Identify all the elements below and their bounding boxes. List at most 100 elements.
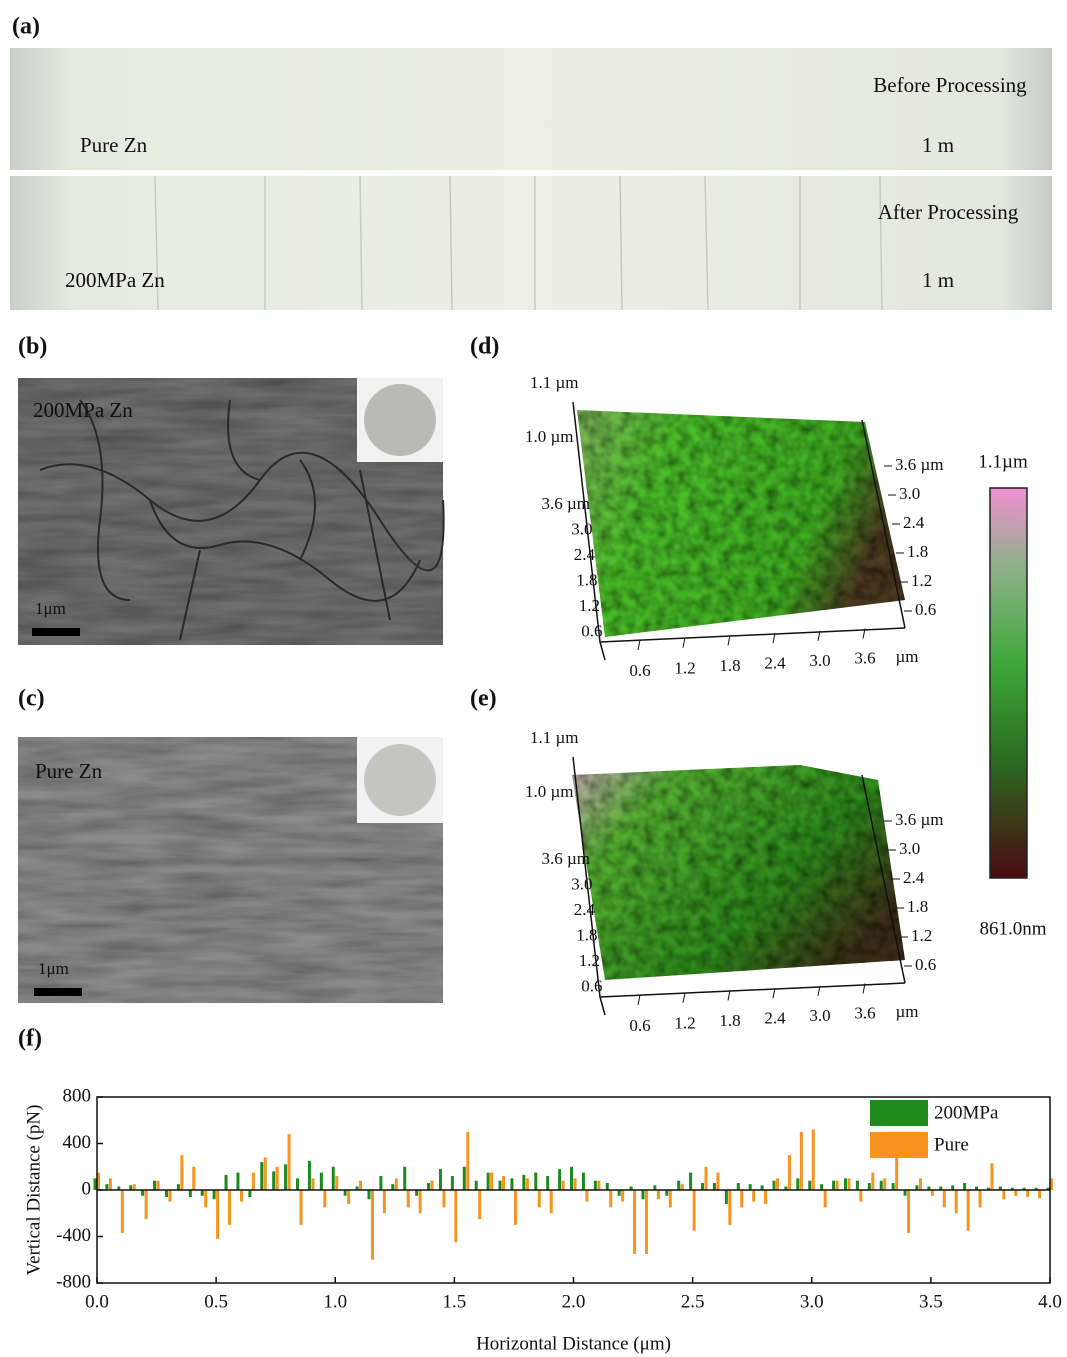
afm-tick [638, 640, 640, 650]
scale-label: 1μm [35, 599, 66, 618]
foil-photo [10, 48, 1052, 170]
afm-tick-label: 3.0 [899, 484, 920, 503]
bar [847, 1178, 850, 1190]
afm-tick-label: 2.4 [903, 513, 925, 532]
bar [1014, 1190, 1017, 1196]
afm-tick-label: 3.6 µm [541, 494, 590, 513]
bar [907, 1190, 910, 1233]
panel-label: (d) [470, 334, 499, 360]
afm-tick-label: 3.6 [854, 1003, 875, 1022]
photo-scale: 1 m [922, 133, 954, 157]
afm-tick [683, 993, 685, 1003]
foil-photo [10, 176, 1052, 310]
bar [216, 1190, 219, 1239]
bar [383, 1190, 386, 1213]
bar [105, 1184, 108, 1190]
inset-disc [364, 384, 436, 456]
bar [883, 1178, 886, 1190]
panel-label: (b) [18, 334, 47, 360]
x-tick-label: 0.0 [85, 1291, 109, 1312]
afm-tick-label: 2.4 [574, 545, 596, 564]
afm-tick-label: 0.6 [629, 1016, 650, 1035]
bar [764, 1190, 767, 1204]
afm-tick [683, 638, 685, 648]
bar [582, 1173, 585, 1190]
bar [716, 1173, 719, 1190]
bar [427, 1183, 430, 1190]
bar [597, 1181, 600, 1190]
bar [344, 1190, 347, 1196]
bar [752, 1190, 755, 1202]
afm-tick-label: 0.6 [581, 976, 602, 995]
bar [856, 1181, 859, 1190]
afm-tick-label: 2.4 [764, 653, 786, 672]
x-tick-label: 2.5 [681, 1291, 705, 1312]
bar [308, 1161, 311, 1190]
bar [522, 1175, 525, 1190]
bar [335, 1176, 338, 1190]
bar [677, 1181, 680, 1190]
afm-surface [577, 410, 905, 637]
afm-plot: 1.1 µm1.0 µm3.6 µm3.02.41.81.20.63.6 µm3… [525, 373, 944, 680]
bar [534, 1173, 537, 1190]
bar [725, 1190, 728, 1204]
afm-tick-label: 1.2 [674, 658, 695, 677]
bar [201, 1190, 204, 1196]
bar [407, 1190, 410, 1207]
afm-tick-label: 3.6 [854, 648, 875, 667]
bar [276, 1167, 279, 1190]
bar [967, 1190, 970, 1231]
bar [665, 1190, 668, 1196]
bar [943, 1190, 946, 1207]
bar [454, 1190, 457, 1242]
colorbar [990, 488, 1027, 878]
bar [475, 1181, 478, 1190]
bar [645, 1190, 648, 1254]
y-tick-label: 400 [63, 1132, 92, 1153]
afm-tick-label: 1.2 [579, 596, 600, 615]
bar [868, 1183, 871, 1190]
afm-tick-label: 1.8 [576, 570, 597, 589]
bar [550, 1190, 553, 1213]
afm-tick [728, 635, 730, 645]
bar [609, 1190, 612, 1207]
bar [1038, 1190, 1041, 1198]
afm-tick-label: 1.8 [576, 925, 597, 944]
bar [371, 1190, 374, 1260]
bar [538, 1190, 541, 1207]
panel-label: (f) [18, 1026, 42, 1052]
bar [618, 1190, 621, 1196]
afm-tick-label: 0.6 [915, 955, 936, 974]
scale-bar [32, 628, 80, 636]
bar [701, 1183, 704, 1190]
photo-label: After Processing [878, 200, 1019, 224]
bar [332, 1167, 335, 1190]
bar [633, 1190, 636, 1254]
bar [594, 1181, 597, 1190]
afm-tick-label: 3.0 [809, 651, 830, 670]
bar [574, 1178, 577, 1190]
bar [311, 1178, 314, 1190]
bar [431, 1181, 434, 1190]
bar [94, 1178, 97, 1190]
afm-z-label: 1.0 µm [525, 782, 574, 801]
bar [773, 1181, 776, 1190]
bar [415, 1190, 418, 1196]
afm-tick-label: 2.4 [574, 900, 596, 919]
bar [713, 1183, 716, 1190]
bar [323, 1190, 326, 1207]
photo-scale: 1 m [922, 268, 954, 292]
y-tick-label: -800 [56, 1271, 91, 1292]
bar [562, 1181, 565, 1190]
bar [669, 1190, 672, 1207]
afm-tick-label: 1.8 [907, 542, 928, 561]
bar [502, 1176, 505, 1190]
bar [320, 1173, 323, 1190]
bar [808, 1181, 811, 1190]
afm-tick-label: 1.2 [674, 1013, 695, 1032]
bar [379, 1176, 382, 1190]
bar [284, 1164, 287, 1190]
afm-plot: 1.1 µm1.0 µm3.6 µm3.02.41.81.20.63.6 µm3… [525, 728, 944, 1035]
bar [478, 1190, 481, 1219]
bar [859, 1190, 862, 1202]
